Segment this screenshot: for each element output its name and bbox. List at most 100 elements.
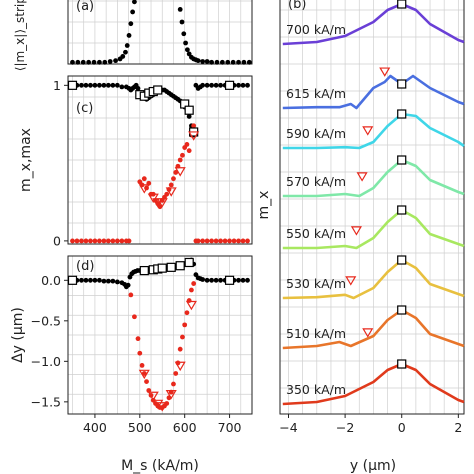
data-point [79, 277, 84, 283]
panel-b: −4 −2 0 2 y (μm) m_x (b) 700 kA/m 615 kA/m 590 kA… [256, 0, 465, 474]
data-marker-triangle [138, 369, 150, 380]
series-line [282, 74, 465, 110]
panel-label-c: (c) [76, 101, 93, 116]
data-point [132, 0, 137, 5]
panel-a: (a) ⟨|m_x|⟩_stripe [13, 0, 253, 71]
data-point [105, 238, 111, 244]
data-point [123, 49, 128, 55]
data-point [186, 114, 192, 119]
data-marker-triangle [156, 198, 168, 208]
data-point [213, 238, 219, 244]
peak-marker-square [397, 255, 407, 265]
peak-marker-square [397, 0, 407, 9]
data-point [88, 277, 93, 283]
data-point [227, 238, 232, 244]
data-point [130, 9, 136, 15]
data-marker-triangle [165, 187, 177, 197]
panel-label-d: (d) [76, 259, 94, 274]
data-point [120, 54, 126, 59]
x-axis-label-b: y (μm) [350, 458, 396, 474]
data-point [180, 152, 185, 158]
data-point [204, 59, 210, 64]
panel-c: 0 1 (c) m_x,max [18, 75, 253, 248]
data-point [184, 142, 190, 147]
x-tick-label: 500 [128, 420, 152, 435]
data-point [195, 238, 201, 244]
data-point [200, 238, 206, 244]
data-point [236, 238, 241, 244]
data-point [110, 238, 116, 244]
data-point [164, 191, 170, 197]
data-point [214, 59, 220, 65]
data-marker-square [224, 275, 235, 285]
data-marker-triangle [188, 131, 200, 141]
data-marker-square [166, 262, 176, 272]
data-marker-square [67, 275, 78, 285]
data-point [236, 277, 241, 283]
data-point [181, 31, 187, 37]
series-label: 350 kA/m [286, 382, 346, 397]
peak-marker-triangle [362, 328, 374, 338]
data-point [91, 59, 97, 65]
data-point [204, 277, 210, 283]
data-point [137, 350, 143, 356]
data-point [125, 282, 131, 288]
data-point [204, 238, 210, 244]
y-axis-label-b: m_x [256, 191, 272, 220]
data-point [183, 40, 188, 46]
series-line [282, 158, 465, 198]
data-marker-square [224, 80, 235, 90]
data-point [213, 82, 219, 88]
y-axis-label-d: Δy (μm) [10, 307, 26, 363]
peak-marker-square [397, 155, 407, 165]
data-point [132, 314, 137, 320]
data-point [110, 82, 116, 88]
data-point [222, 238, 228, 244]
x-tick-label: 700 [218, 420, 242, 435]
peak-marker-square [397, 205, 407, 215]
data-point [97, 82, 102, 88]
y-tick-label: 0.0 [41, 273, 61, 288]
data-point [180, 334, 185, 340]
y-tick-label: −0.5 [31, 313, 61, 328]
x-tick-label: 600 [173, 420, 197, 435]
series-line [282, 362, 465, 406]
data-point [240, 277, 246, 283]
data-marker-triangle [152, 399, 164, 410]
data-point [126, 33, 132, 38]
peak-marker-square [397, 359, 407, 369]
data-marker-triangle [147, 193, 159, 204]
data-point [173, 170, 179, 175]
data-point [200, 277, 206, 282]
panel-d: 0.0 −0.5 −1.0 −1.5 400 500 600 700 (d) Δy (μm) M_s… [10, 255, 253, 474]
data-marker-triangle [147, 391, 159, 402]
data-point [173, 371, 179, 376]
x-tick-label: −4 [279, 420, 297, 435]
series-line [282, 2, 465, 46]
data-point [101, 82, 107, 88]
data-point [110, 278, 116, 284]
data-marker-triangle [156, 402, 168, 412]
data-point [83, 82, 89, 88]
data-point [240, 238, 246, 244]
data-point [88, 238, 93, 244]
data-point [245, 238, 250, 244]
data-point [83, 277, 89, 283]
series-label: 615 kA/m [286, 86, 346, 101]
data-point [124, 43, 130, 48]
data-point [236, 59, 241, 65]
series-label: 590 kA/m [286, 126, 346, 141]
data-point [204, 82, 210, 88]
data-point [86, 59, 92, 65]
x-tick-label: −2 [336, 420, 354, 435]
data-point [107, 59, 113, 64]
data-point [135, 336, 141, 342]
data-point [139, 362, 145, 368]
data-point [88, 82, 93, 88]
data-point [236, 82, 241, 88]
data-point [186, 148, 192, 154]
data-point [230, 59, 236, 65]
data-point [231, 238, 237, 244]
data-point [179, 19, 185, 25]
peak-marker-triangle [345, 276, 357, 286]
